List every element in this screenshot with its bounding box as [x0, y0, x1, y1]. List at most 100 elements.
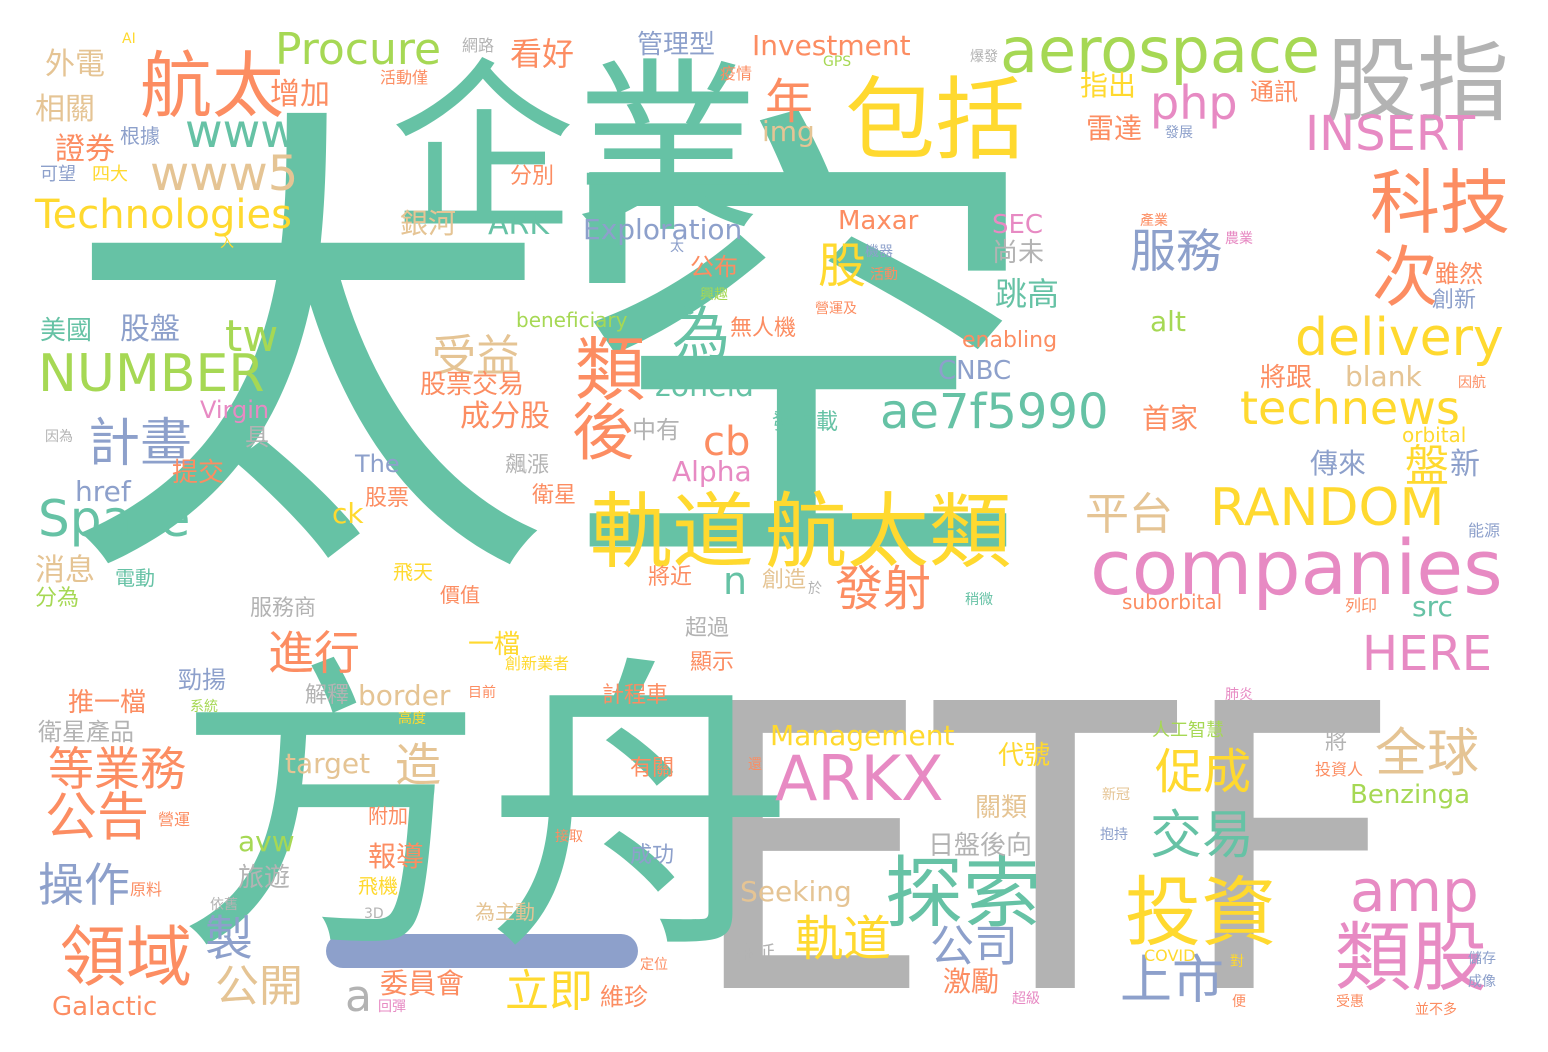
word-50: 立即 — [505, 966, 593, 1017]
word-2: ETF — [685, 622, 1404, 1052]
word-41: 促成 — [1155, 744, 1252, 800]
word-179: 營運 — [158, 810, 191, 829]
word-188: 抱持 — [1100, 827, 1128, 843]
word-10: ARKX — [775, 742, 944, 815]
word-195: 超級 — [1012, 991, 1040, 1007]
word-23: www5 — [150, 146, 299, 202]
word-156: 可望 — [40, 164, 76, 185]
word-31: 類 — [575, 329, 645, 411]
word-78: alt — [1150, 305, 1186, 338]
word-140: 代號 — [998, 741, 1051, 771]
word-162: 發展 — [1165, 125, 1193, 141]
word-169: 因為 — [45, 429, 73, 445]
word-184: 肺炎 — [1225, 687, 1253, 703]
word-96: 看好 — [510, 35, 575, 73]
word-120: 股票 — [365, 486, 410, 511]
word-86: orbital — [1402, 423, 1467, 447]
word-103: 雖然 — [1435, 260, 1483, 288]
word-153: 將 — [1325, 730, 1348, 755]
word-4: 股指 — [1325, 28, 1510, 135]
word-56: 盤 — [1405, 441, 1449, 492]
word-182: 接取 — [555, 829, 583, 845]
word-40: 上市 — [1120, 951, 1225, 1011]
word-144: 附加 — [368, 804, 408, 828]
word-63: zoneid — [655, 369, 754, 404]
word-181: 依舊 — [210, 897, 238, 913]
word-26: www — [185, 104, 298, 158]
word-194: 對 — [1230, 954, 1244, 970]
word-176: 目前 — [468, 685, 496, 701]
word-28: amp — [1350, 857, 1479, 925]
word-147: 飛機 — [358, 874, 398, 898]
word-94: 證券 — [55, 132, 115, 167]
word-70: Alpha — [672, 455, 752, 488]
word-145: 成功 — [630, 843, 675, 868]
word-112: 成分股 — [460, 399, 550, 434]
word-97: 管理型 — [637, 30, 716, 60]
word-128: 將近 — [648, 565, 693, 590]
word-0: 太空 — [62, 69, 1042, 640]
word-18: NUMBER — [38, 344, 265, 404]
word-20: RANDOM — [1210, 478, 1445, 538]
word-75: Galactic — [52, 992, 158, 1022]
word-158: 網路 — [462, 36, 495, 55]
word-83: ck — [332, 497, 364, 530]
word-93: 相關 — [35, 92, 95, 127]
word-124: 分為 — [35, 586, 80, 611]
word-36: 領域 — [60, 919, 192, 996]
word-151: 維珍 — [600, 983, 648, 1011]
word-102: 尚未 — [992, 238, 1045, 268]
word-65: Seeking — [740, 875, 852, 908]
word-22: INSERT — [1305, 106, 1476, 162]
word-149: 激勵 — [943, 965, 1000, 998]
word-155: 根據 — [120, 124, 160, 148]
word-117: 銀河 — [400, 207, 457, 240]
word-107: 傳來 — [1310, 447, 1367, 480]
word-27: php — [1150, 76, 1238, 130]
word-101: 跳高 — [995, 275, 1060, 313]
word-131: 一檔 — [468, 630, 521, 660]
word-48: 受益 — [432, 331, 520, 382]
word-74: enabling — [962, 328, 1058, 353]
word-11: 探索 — [885, 849, 1042, 939]
word-3: 方舟 — [175, 632, 795, 993]
word-141: 關類 — [975, 793, 1028, 823]
word-35: 股 — [818, 238, 867, 294]
word-108: 新 — [1450, 447, 1480, 482]
word-37: 公告 — [45, 788, 150, 848]
word-142: 報導 — [368, 840, 425, 873]
word-143: 旅遊 — [238, 863, 291, 893]
word-16: ae7f5990 — [880, 384, 1109, 440]
word-54: 年 — [765, 74, 814, 130]
word-7: companies — [1090, 523, 1503, 612]
word-196: 便 — [1232, 994, 1246, 1010]
word-38: 全球 — [1375, 724, 1480, 784]
word-6: 包括 — [845, 68, 1025, 173]
word-98: 指出 — [1080, 69, 1137, 102]
word-15: 科技 — [1370, 162, 1510, 244]
word-111: 股票交易 — [420, 370, 525, 400]
word-130: 服務商 — [250, 596, 317, 621]
word-163: 產業 — [1140, 213, 1168, 229]
word-19: Space — [38, 490, 191, 548]
word-8: 軌道 — [590, 485, 755, 580]
word-69: ARK — [488, 207, 550, 242]
word-173: 稍微 — [965, 592, 993, 608]
word-87: suborbital — [1122, 590, 1223, 614]
word-115: 無人機 — [730, 316, 797, 341]
word-60: a — [345, 971, 372, 1022]
word-71: Maxar — [838, 206, 919, 236]
word-122: 飆漲 — [505, 453, 550, 478]
word-119: 具 — [245, 423, 269, 451]
word-67: border — [358, 679, 451, 712]
word-64: Management — [770, 719, 955, 752]
word-114: 發射載 — [772, 410, 839, 435]
word-164: 農業 — [1225, 231, 1253, 247]
word-43: 平台 — [1085, 489, 1173, 540]
word-76: Virgin — [200, 396, 270, 424]
word-110: 股盤 — [120, 312, 180, 347]
word-68: target — [285, 747, 371, 780]
word-157: 四大 — [92, 164, 128, 185]
word-49: 軌道 — [795, 911, 892, 967]
